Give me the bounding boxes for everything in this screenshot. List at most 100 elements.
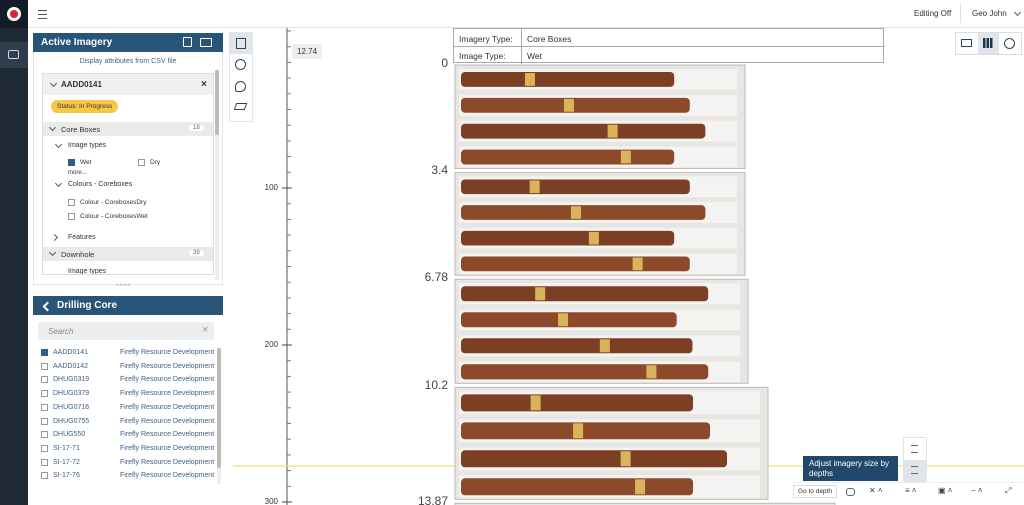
- view-button[interactable]: [983, 38, 993, 48]
- size-button[interactable]: [911, 466, 918, 474]
- resize-handle[interactable]: ^^^^: [116, 284, 132, 290]
- checkbox[interactable]: [68, 213, 75, 220]
- view-button[interactable]: [1004, 38, 1015, 49]
- search-box[interactable]: Search ×: [38, 322, 214, 340]
- hole-id[interactable]: DHUG0716: [53, 403, 90, 411]
- close-button[interactable]: ×: [201, 79, 207, 90]
- checkbox[interactable]: [138, 159, 145, 166]
- core-tag: [530, 395, 541, 411]
- info-value: Wet: [527, 51, 542, 61]
- toolbar-button[interactable]: ≡ ˄: [905, 486, 917, 495]
- toolbar-button[interactable]: ▣ ˄: [938, 486, 953, 495]
- tool-button[interactable]: [235, 81, 246, 92]
- core-tag: [558, 313, 569, 327]
- core-tag: [529, 180, 540, 194]
- checkbox[interactable]: [68, 159, 75, 166]
- logo-area: [0, 0, 28, 28]
- tool-button[interactable]: [236, 38, 246, 49]
- ruler-tick-label: 100: [264, 183, 278, 192]
- user-menu[interactable]: Geo John: [972, 9, 1007, 18]
- toolbar-button[interactable]: ⤢: [1005, 486, 1012, 495]
- menu-button[interactable]: [38, 10, 47, 19]
- core-sample: [461, 312, 677, 328]
- checkbox[interactable]: [68, 199, 75, 206]
- hole-id[interactable]: SI-17-72: [53, 458, 80, 466]
- checkbox[interactable]: [41, 431, 48, 439]
- box-depth-label: 13.87: [417, 494, 448, 505]
- box-depth-label: 0: [441, 56, 448, 70]
- editing-status[interactable]: Editing Off: [914, 9, 952, 18]
- toolbar-button[interactable]: ✕ ˄: [869, 486, 883, 495]
- toolbar-button[interactable]: [846, 488, 855, 496]
- status-pill: Status: In Progress: [51, 100, 119, 113]
- bottom-toolbar: Go to depth ✕ ˄ ≡ ˄ ▣ ˄ − ˄ ⤢: [793, 482, 1024, 501]
- hole-org: Firefly Resource Development: [120, 349, 215, 356]
- toolbar-button[interactable]: − ˄: [971, 486, 983, 495]
- core-sample: [461, 149, 675, 165]
- core-sample: [461, 450, 728, 468]
- core-box: [454, 502, 836, 505]
- core-sample: [461, 205, 706, 220]
- checkbox[interactable]: [41, 376, 48, 384]
- panel-title: Drilling Core: [57, 300, 118, 311]
- info-value: Core Boxes: [527, 34, 572, 44]
- tree-node[interactable]: Downhole: [61, 250, 95, 259]
- tree-node[interactable]: Image types: [68, 142, 107, 149]
- core-tag: [588, 231, 599, 245]
- checkbox[interactable]: [41, 472, 48, 480]
- count-badge: 39: [189, 250, 204, 256]
- hole-id[interactable]: DHUG0755: [53, 417, 90, 425]
- core-tag: [570, 206, 581, 219]
- tool-button[interactable]: [235, 59, 246, 70]
- info-key: Image Type:: [459, 51, 506, 61]
- option-label: Colour - CoreboxesWet: [80, 213, 148, 220]
- core-tag: [563, 98, 574, 112]
- hole-id[interactable]: AADD0141: [53, 349, 89, 356]
- hole-id[interactable]: DHUG0319: [53, 376, 90, 384]
- save-button[interactable]: [183, 37, 192, 47]
- go-to-depth[interactable]: Go to depth: [793, 485, 837, 498]
- core-sample: [461, 97, 690, 113]
- search-placeholder: Search: [48, 327, 74, 336]
- hole-id[interactable]: AADD0142: [53, 362, 89, 370]
- view-button[interactable]: [961, 39, 972, 47]
- checkbox[interactable]: [41, 444, 48, 452]
- checkbox[interactable]: [41, 458, 48, 466]
- core-tag: [620, 150, 631, 164]
- checkbox[interactable]: [41, 362, 48, 370]
- view-switcher: [955, 32, 1022, 55]
- hole-id[interactable]: SI-17-76: [53, 472, 80, 480]
- panel-title: Active Imagery: [41, 37, 113, 48]
- hole-id[interactable]: SI-17-71: [53, 444, 80, 452]
- box-depth-label: 10.2: [424, 378, 448, 393]
- csv-link[interactable]: Display attributes from CSV file: [79, 58, 177, 65]
- hole-id[interactable]: DHUG0379: [53, 390, 90, 398]
- imagery-nav[interactable]: [0, 42, 28, 68]
- checkbox[interactable]: [41, 390, 48, 398]
- hole-org: Firefly Resource Development: [120, 431, 215, 439]
- box-depth-label: 6.78: [424, 270, 448, 285]
- hole-org: Firefly Resource Development: [120, 417, 215, 425]
- checkbox[interactable]: [41, 417, 48, 425]
- size-button[interactable]: [911, 445, 918, 453]
- hole-id[interactable]: DHUG550: [53, 431, 86, 439]
- tree-node[interactable]: Features: [68, 234, 96, 241]
- hole-org: Firefly Resource Development: [120, 376, 215, 384]
- core-sample: [461, 364, 709, 380]
- hole-org: Firefly Resource Development: [120, 472, 215, 480]
- checkbox[interactable]: [41, 349, 48, 356]
- core-tag: [646, 365, 657, 379]
- tree-node[interactable]: Core Boxes: [61, 125, 101, 134]
- active-imagery-header: Active Imagery: [33, 33, 223, 52]
- tree-node[interactable]: Colours - Coreboxes: [68, 181, 133, 188]
- core-sample: [461, 179, 690, 195]
- core-sample: [461, 394, 694, 412]
- tree-node[interactable]: Image types: [68, 268, 107, 275]
- hole-id: AADD0141: [61, 80, 102, 89]
- logo: [7, 7, 21, 21]
- folder-button[interactable]: [200, 38, 212, 47]
- more-link[interactable]: more...: [68, 170, 87, 176]
- core-tag: [573, 423, 584, 439]
- checkbox[interactable]: [41, 403, 48, 411]
